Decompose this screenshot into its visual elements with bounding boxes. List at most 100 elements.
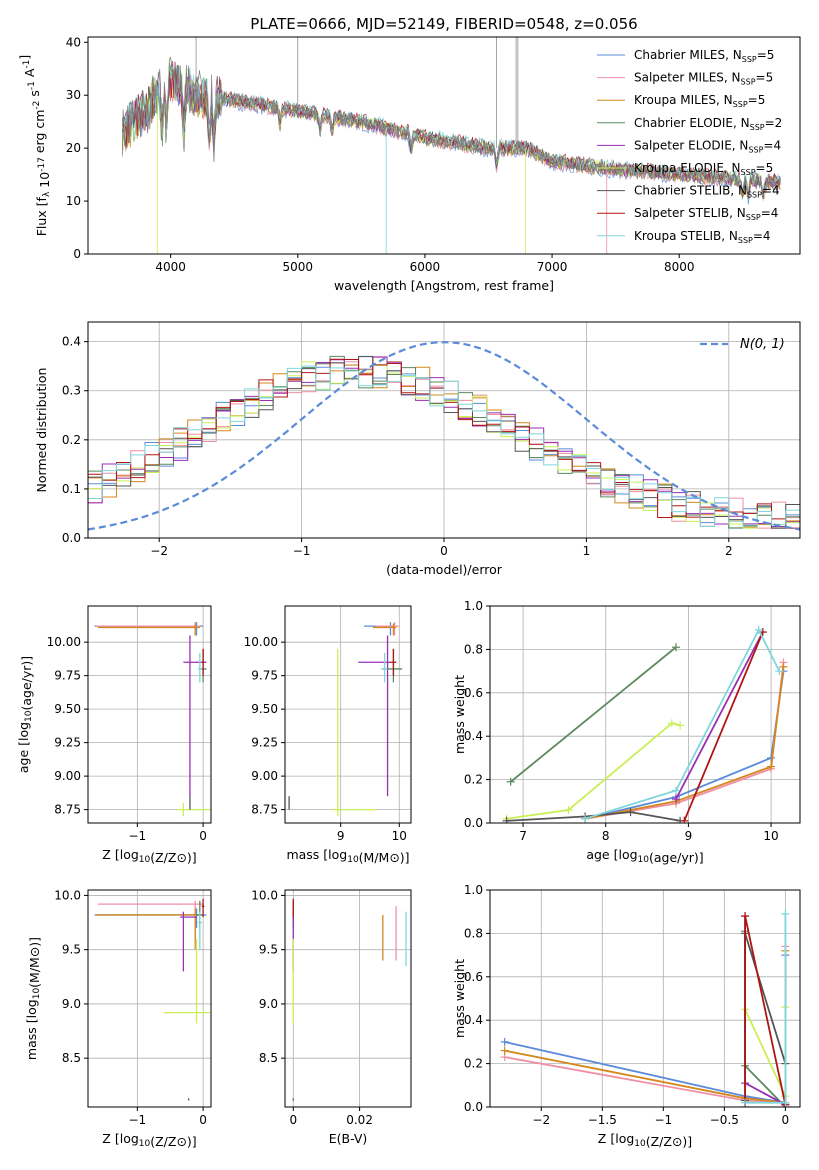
legend-label-kroupa-elodie: Kroupa ELODIE, NSSP=5 [634,161,773,177]
x-tick-label: 5000 [283,260,314,274]
y-tick-label: 0.4 [62,335,81,349]
weight-line-kroupa-elodie [506,722,681,820]
legend-label-salpeter-miles: Salpeter MILES, NSSP=5 [634,71,773,87]
legend-label-kroupa-stelib: Kroupa STELIB, NSSP=4 [634,229,771,245]
panel-residuals: −2 −1 0 1 2 0.0 0.1 0.2 0.3 0.4 (data-model)/error… [34,321,801,577]
x-tick-label: 0 [289,1113,297,1127]
weight-line-salpeter-elodie [675,631,764,800]
weight-line-chabrier-elodie [510,646,677,783]
y-tick-label: 9.75 [251,669,278,683]
x-tick-label: 0 [199,829,207,843]
x-tick-label: −1 [128,1113,146,1127]
y-tick-label: 10.0 [54,888,81,902]
x-axis-label: age [log10(age/yr)] [586,847,703,865]
x-tick-label: 0 [440,544,448,558]
plot-area [94,898,210,1101]
weight-line-chabrier-miles [504,955,787,1104]
figure-title: PLATE=0666, MJD=52149, FIBERID=0548, z=0… [250,15,637,33]
y-tick-label: 9.00 [251,769,278,783]
x-axis-label: (data-model)/error [386,562,503,577]
panel-weight_vs_Z: −2 −1.5 −1 −0.5 0 0.0 0.2 0.4 0.6 0.8 1.0 Z [log10(… [452,883,801,1149]
y-tick-label: 0.0 [464,816,483,830]
plot-area [500,909,790,1107]
weight-line-chabrier-miles [584,670,785,820]
x-axis-label: Z [log10(Z/Z⊙)] [598,1131,692,1149]
axes-frame [87,36,801,255]
legend: Chabrier MILES, NSSP=5 Salpeter MILES, NS… [597,48,782,245]
y-tick-label: 9.25 [251,736,278,750]
y-tick-label: 8.75 [251,803,278,817]
y-tick-label: 0.1 [62,482,81,496]
y-tick-label: 0.6 [464,970,483,984]
y-tick-label: 8.75 [54,803,81,817]
x-tick-label: 9 [337,829,345,843]
weight-line-kroupa-stelib [584,627,781,820]
y-tick-label: 9.50 [54,702,81,716]
plot-area [121,37,782,254]
x-tick-label: 0 [199,1113,207,1127]
histogram-kroupa-stelib [88,365,800,527]
x-tick-label: −1 [293,544,311,558]
x-tick-label: −0.5 [710,1113,739,1127]
legend-label-salpeter-elodie: Salpeter ELODIE, NSSP=4 [634,138,781,154]
y-tick-label: 0.8 [464,926,483,940]
y-tick-label: 9.5 [259,943,278,957]
weight-line-chabrier-stelib [506,811,681,822]
x-axis-label: E(B-V) [329,1131,368,1146]
y-tick-label: 1.0 [464,883,483,897]
y-axis-label: mass weight [452,959,467,1038]
panel-age_vs_mass: 9 10 8.75 9.00 9.25 9.50 9.75 10.00 mass [log10(… [244,605,412,865]
x-axis-label: Z [log10(Z/Z⊙)] [102,1131,196,1149]
x-tick-label: 10 [392,829,407,843]
weight-line-salpeter-miles [584,662,785,820]
y-tick-label: 9.25 [54,736,81,750]
y-axis-label: mass weight [452,675,467,754]
x-tick-label: 6000 [410,260,441,274]
weight-line-kroupa-miles [584,666,785,820]
y-tick-label: 30 [66,88,81,102]
x-tick-label: −2 [150,544,168,558]
panel-mass_vs_ebv: 0 0.02 8.5 9.0 9.5 10.0 E(B-V) [251,888,412,1146]
plot-area [502,625,788,823]
y-tick-label: 9.0 [259,997,278,1011]
weight-line-salpeter-stelib [683,631,764,822]
y-tick-label: 20 [66,141,81,155]
y-axis-label: age [log10(age/yr)] [16,656,34,773]
panel-spectrum: 4000 5000 6000 7000 8000 0 10 20 30 40 wavelength … [17,35,801,293]
x-tick-label: 0.02 [346,1113,373,1127]
y-tick-label: 0.4 [464,729,483,743]
y-tick-label: 10.00 [244,635,278,649]
x-tick-label: 7000 [537,260,568,274]
y-tick-label: 0.0 [464,1100,483,1114]
axes-frame [87,889,212,1108]
weight-line-salpeter-stelib [744,915,787,1107]
x-axis-label: Z [log10(Z/Z⊙)] [102,847,196,865]
y-tick-label: 0.0 [62,531,81,545]
x-tick-label: 8000 [664,260,695,274]
y-tick-label: 10.00 [47,635,81,649]
y-axis-label: Normed distribution [34,368,49,493]
y-tick-label: 0.2 [62,433,81,447]
x-tick-label: −2 [532,1113,550,1127]
y-axis-label: Flux [fλ 10-17 erg cm-2 s-1 A-1] [17,55,52,237]
y-tick-label: 8.5 [259,1051,278,1065]
y-tick-label: 9.0 [62,997,81,1011]
y-tick-label: 40 [66,35,81,49]
x-tick-label: −1.5 [588,1113,617,1127]
x-tick-label: 0 [782,1113,790,1127]
y-tick-label: 0 [73,247,81,261]
x-tick-label: 9 [685,829,693,843]
y-tick-label: 0.6 [464,686,483,700]
panel-age_vs_Z: −1 0 8.75 9.00 9.25 9.50 9.75 10.00 Z [log10(Z/Z… [16,605,212,865]
axes-frame [284,889,412,1108]
panel-mass_vs_Z: −1 0 8.5 9.0 9.5 10.0 Z [log10(Z/Z⊙)] mass [log… [24,888,212,1149]
x-tick-label: 7 [519,829,527,843]
x-tick-label: 8 [602,829,610,843]
spectrum-kroupa-stelib [122,63,781,196]
axes-frame [284,605,412,824]
legend-label-chabrier-stelib: Chabrier STELIB, NSSP=4 [634,184,780,200]
y-tick-label: 0.8 [464,642,483,656]
y-tick-label: 9.5 [62,943,81,957]
legend-label-normal: N(0, 1) [740,337,785,352]
